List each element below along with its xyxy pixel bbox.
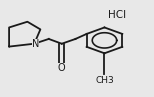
Text: O: O [58, 63, 66, 73]
Text: CH3: CH3 [95, 76, 114, 85]
Text: HCl: HCl [108, 10, 126, 20]
Text: N: N [32, 39, 39, 49]
